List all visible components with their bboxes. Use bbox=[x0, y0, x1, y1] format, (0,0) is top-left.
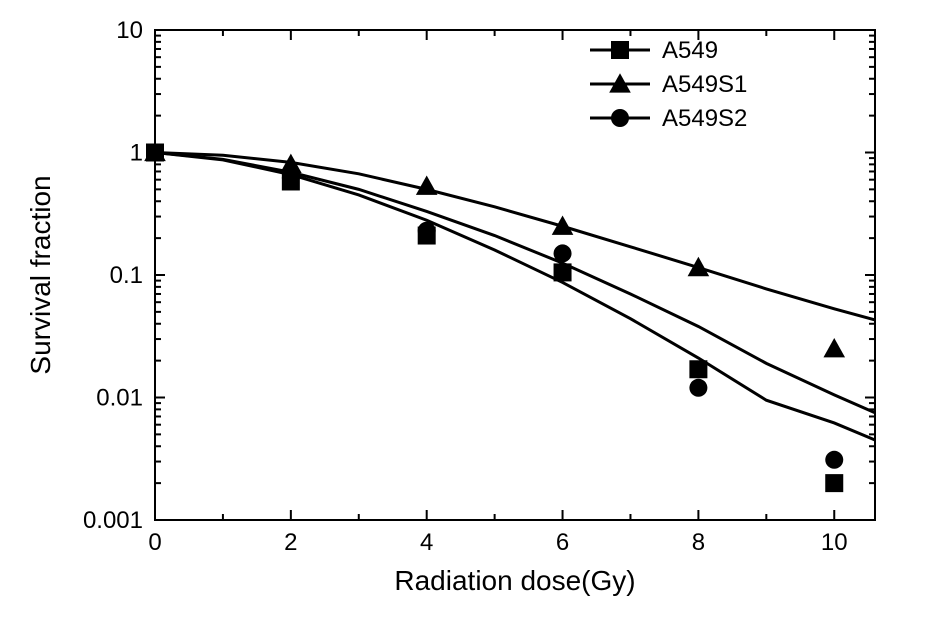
chart-container: 0 2 4 6 8 10 0.001 0.01 0.1 1 10 Radiation dose(Gy)… bbox=[0, 0, 945, 618]
x-tick-label: 6 bbox=[556, 529, 569, 556]
x-tick-label: 10 bbox=[821, 529, 848, 556]
y-tick-label: 10 bbox=[116, 17, 143, 44]
y-tick-label: 1 bbox=[130, 140, 143, 167]
x-tick-label: 0 bbox=[148, 529, 161, 556]
y-tick-label: 0.01 bbox=[96, 385, 143, 412]
x-tick-label: 2 bbox=[284, 529, 297, 556]
legend-label: A549 bbox=[662, 37, 718, 64]
y-axis-label: Survival fraction bbox=[25, 175, 56, 374]
y-tick-label: 0.001 bbox=[83, 507, 143, 534]
x-axis-label: Radiation dose(Gy) bbox=[394, 565, 635, 596]
legend-label: A549S2 bbox=[662, 105, 747, 132]
x-tick-label: 8 bbox=[692, 529, 705, 556]
survival-chart: 0 2 4 6 8 10 0.001 0.01 0.1 1 10 Radiation dose(Gy)… bbox=[0, 0, 945, 618]
x-tick-label: 4 bbox=[420, 529, 433, 556]
y-tick-label: 0.1 bbox=[110, 262, 143, 289]
legend-label: A549S1 bbox=[662, 71, 747, 98]
